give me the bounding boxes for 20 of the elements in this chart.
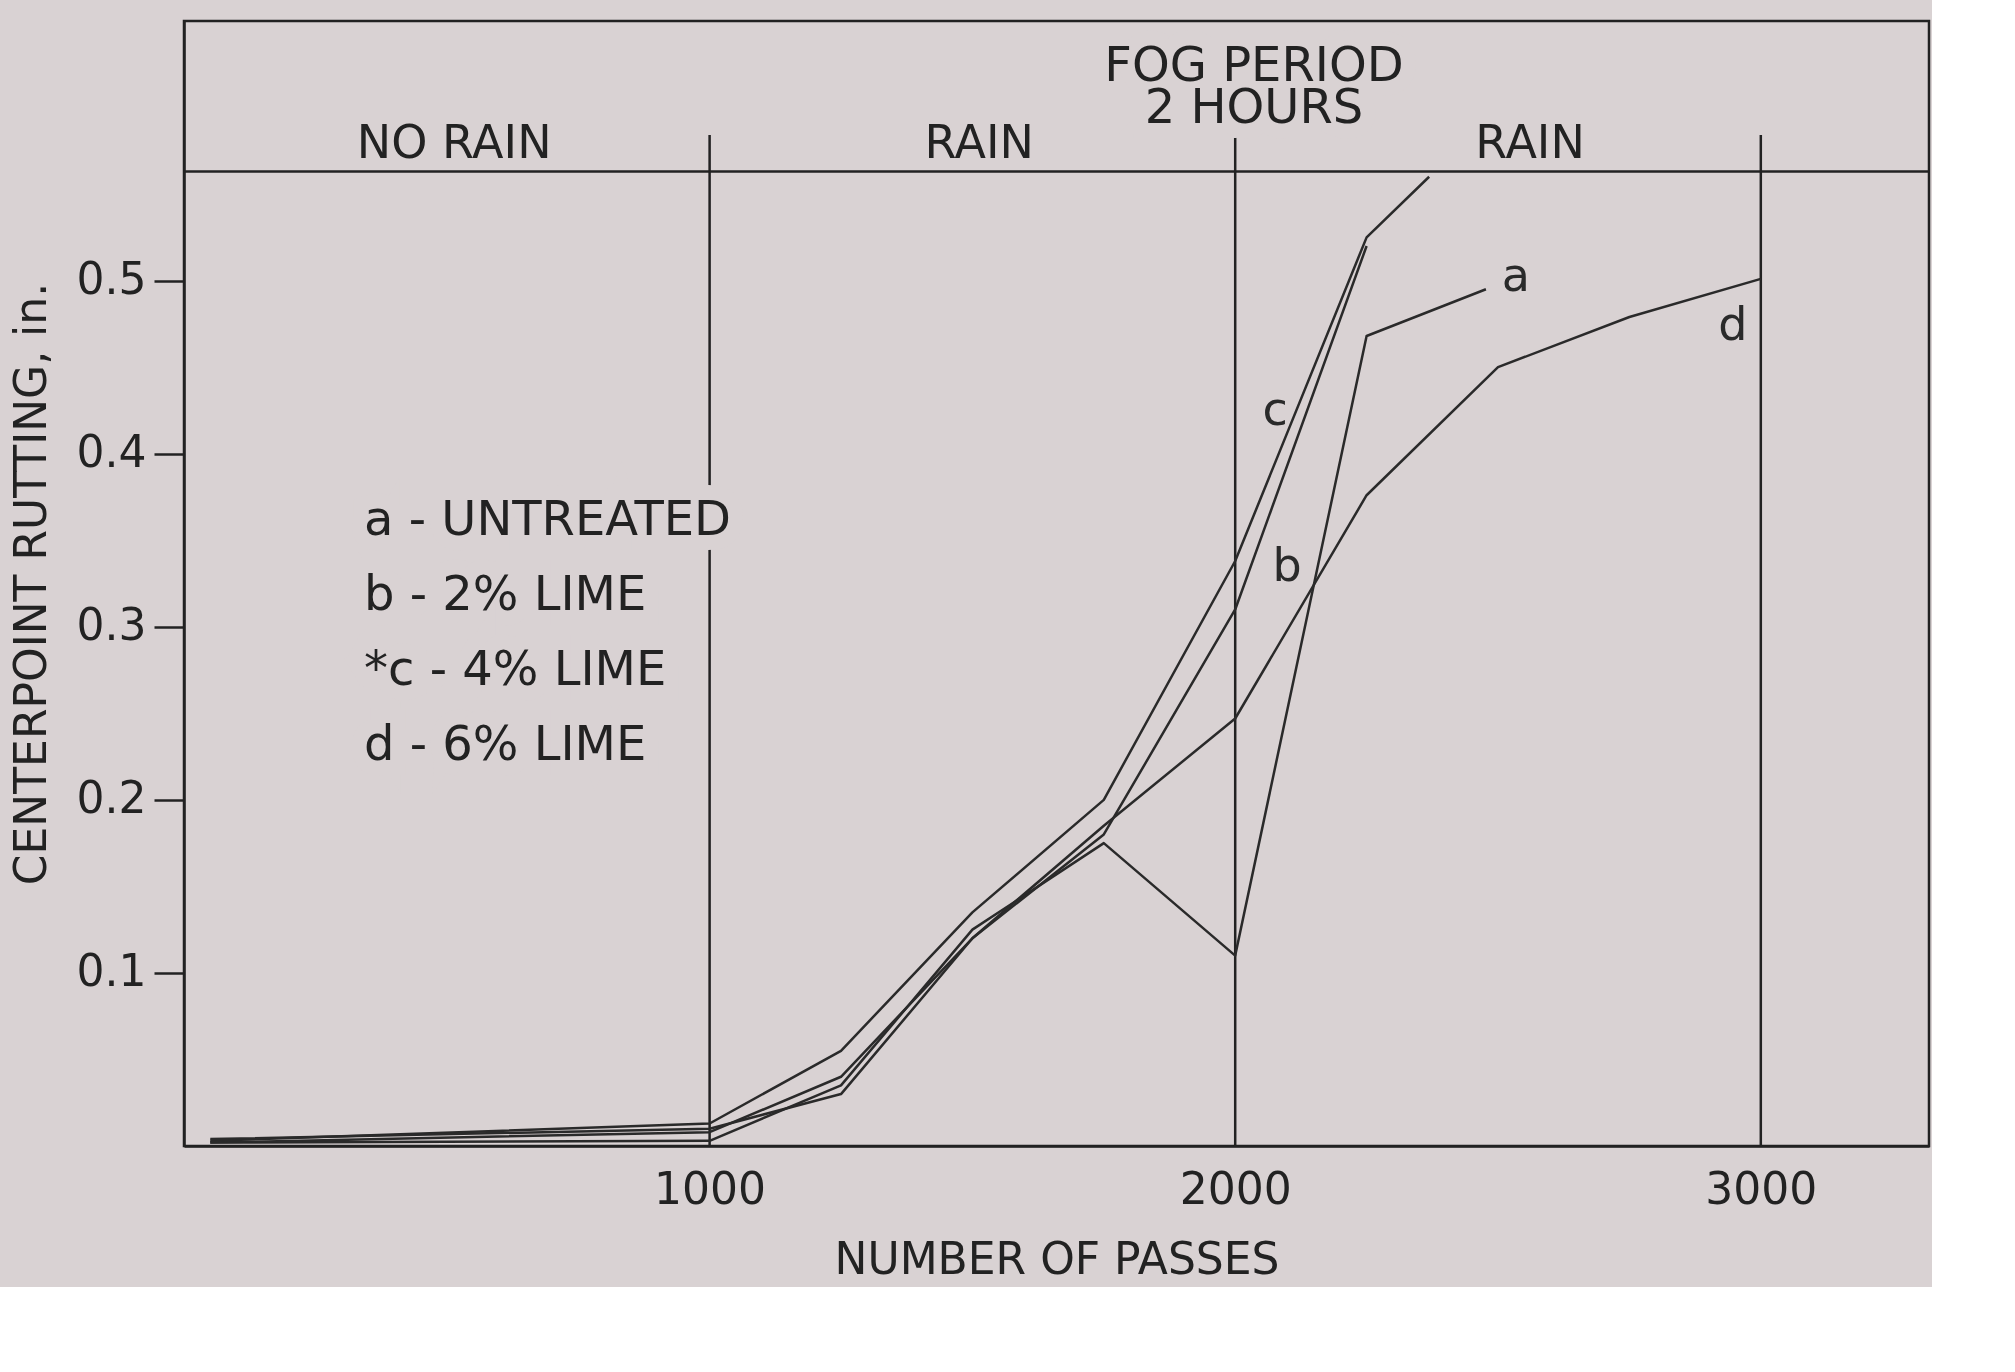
series-label: b [1272, 538, 1302, 593]
x-tick-label: 1000 [654, 1162, 767, 1214]
annotation: *c - 4% LIME [364, 640, 667, 696]
y-tick-label: 0.2 [76, 772, 147, 824]
annotation: b - 2% LIME [364, 565, 647, 621]
y-tick-label: 0.4 [76, 426, 147, 478]
annotation: NO RAIN [356, 114, 552, 169]
y-axis-title: CENTERPOINT RUTTING, in. [4, 282, 56, 886]
y-tick-label: 0.5 [76, 253, 147, 305]
x-tick-label: 3000 [1705, 1162, 1818, 1214]
x-axis-title: NUMBER OF PASSES [834, 1232, 1280, 1284]
series-label: c [1262, 382, 1288, 436]
annotation: RAIN [924, 114, 1035, 169]
y-tick-label: 0.1 [76, 945, 147, 997]
series-label: d [1718, 296, 1748, 351]
x-tick-label: 2000 [1179, 1162, 1292, 1214]
series-label: a [1501, 248, 1531, 303]
annotation: d - 6% LIME [364, 715, 647, 771]
y-tick-label: 0.3 [76, 599, 147, 651]
annotation: RAIN [1475, 114, 1585, 169]
